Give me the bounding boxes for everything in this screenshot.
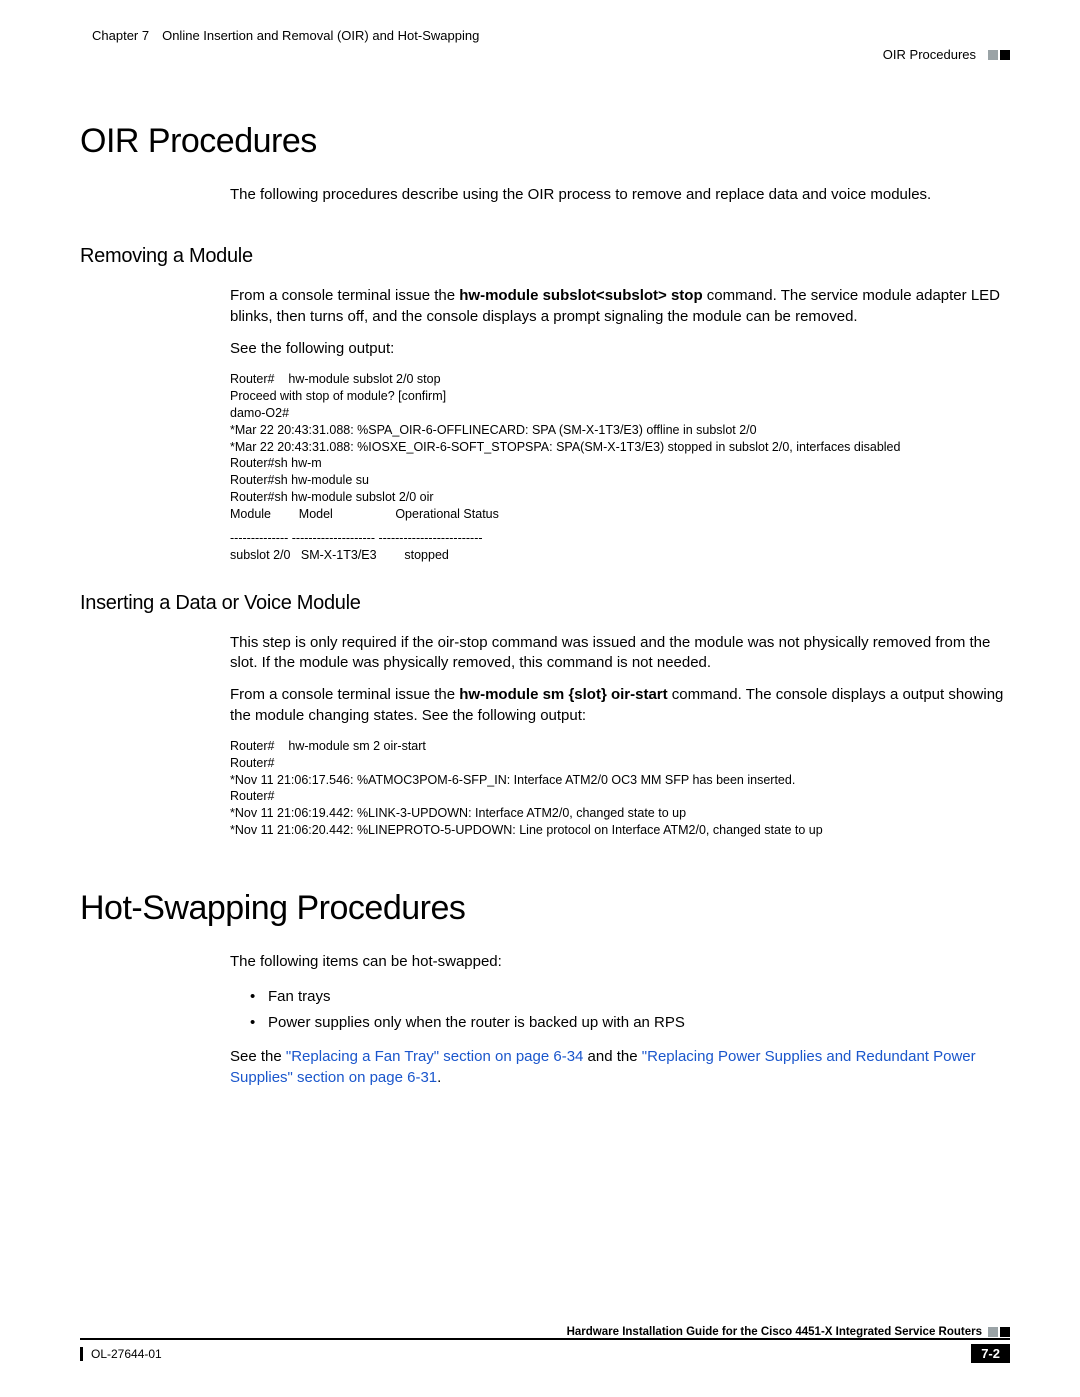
oir-intro-text: The following procedures describe using … — [230, 185, 1010, 205]
hotswap-see-links: See the "Replacing a Fan Tray" section o… — [230, 1047, 1010, 1088]
header-marker-icon — [1000, 50, 1010, 60]
removing-code-separator: -------------- -------------------- ----… — [230, 531, 1010, 545]
heading-oir-procedures: OIR Procedures — [80, 122, 1010, 161]
inserting-para-2: From a console terminal issue the hw-mod… — [230, 685, 1010, 726]
footer-guide-title: Hardware Installation Guide for the Cisc… — [567, 1326, 982, 1338]
hotswap-bullet-list: Fan trays Power supplies only when the r… — [250, 984, 1010, 1035]
link-fan-tray[interactable]: "Replacing a Fan Tray" section on page 6… — [286, 1048, 584, 1065]
heading-hotswap-procedures: Hot-Swapping Procedures — [80, 889, 1010, 928]
section-header-label: OIR Procedures — [883, 47, 976, 62]
hotswap-intro: The following items can be hot-swapped: — [230, 952, 1010, 972]
header-marker-icon — [988, 50, 998, 60]
footer-marker-icon — [1000, 1327, 1010, 1337]
removing-see-output: See the following output: — [230, 339, 1010, 359]
chapter-header: Chapter 7 Online Insertion and Removal (… — [92, 28, 1010, 43]
removing-para-1: From a console terminal issue the hw-mod… — [230, 286, 1010, 327]
footer-doc-id: OL-27644-01 — [91, 1347, 162, 1361]
page-footer: Hardware Installation Guide for the Cisc… — [80, 1326, 1010, 1363]
footer-left-bar-icon — [80, 1347, 83, 1361]
footer-marker-icon — [988, 1327, 998, 1337]
inserting-para-1: This step is only required if the oir-st… — [230, 633, 1010, 674]
removing-code-output: Router# hw-module subslot 2/0 stop Proce… — [230, 371, 1010, 523]
footer-page-number: 7-2 — [971, 1344, 1010, 1363]
hotswap-bullet-item: Power supplies only when the router is b… — [250, 1010, 1010, 1036]
hotswap-bullet-item: Fan trays — [250, 984, 1010, 1010]
heading-removing-module: Removing a Module — [80, 245, 1010, 268]
heading-inserting-module: Inserting a Data or Voice Module — [80, 592, 1010, 615]
removing-code-last: subslot 2/0 SM-X-1T3/E3 stopped — [230, 547, 1010, 564]
inserting-code-output: Router# hw-module sm 2 oir-start Router#… — [230, 738, 1010, 839]
